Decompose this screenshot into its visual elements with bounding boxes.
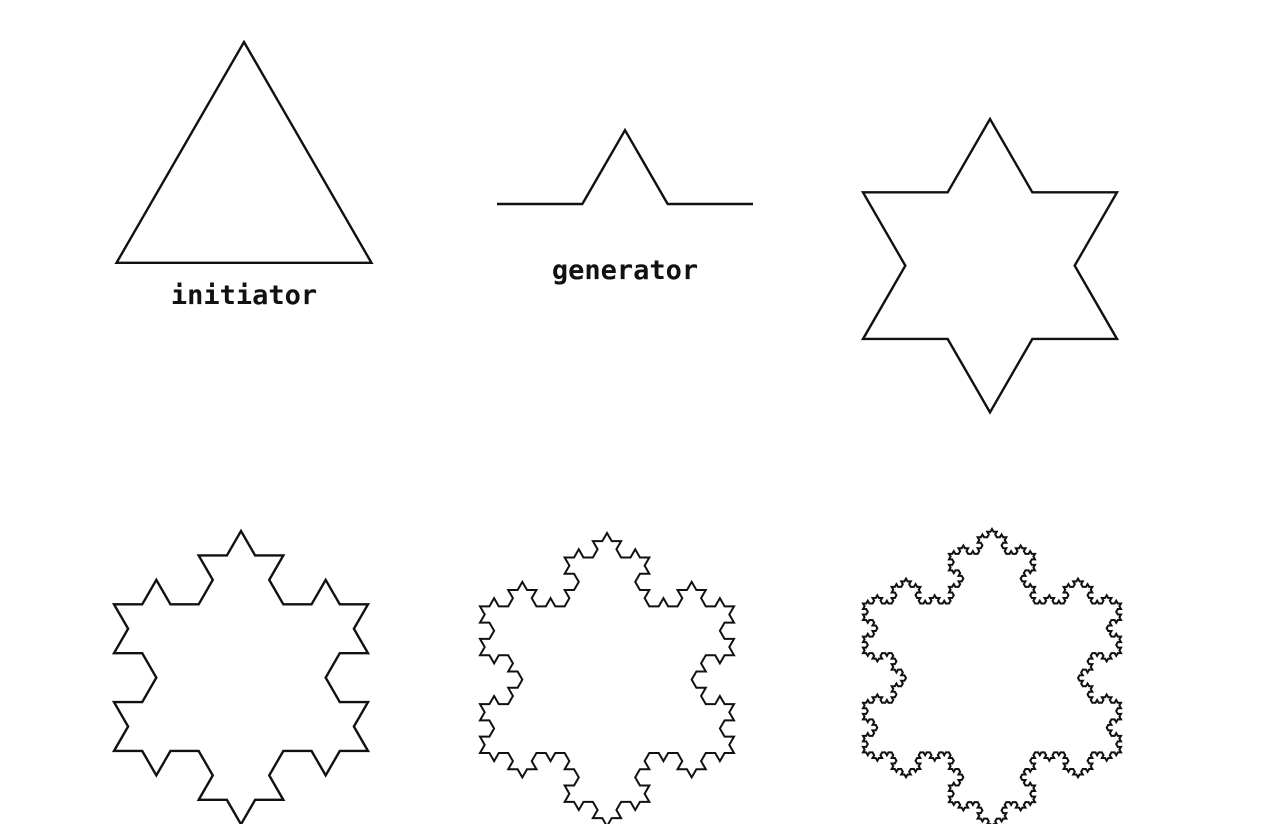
initiator-triangle	[114, 39, 374, 265]
koch-iteration-3-snowflake	[478, 530, 736, 824]
generator-panel: generator	[497, 127, 753, 286]
koch-iteration-4-snowflake	[861, 526, 1123, 824]
generator-curve	[497, 127, 753, 206]
initiator-label: initiator	[171, 280, 317, 311]
koch-iteration-1-star	[860, 116, 1120, 415]
koch-iteration-2-snowflake	[111, 528, 371, 824]
initiator-panel: initiator	[114, 39, 374, 311]
generator-label: generator	[552, 255, 698, 286]
